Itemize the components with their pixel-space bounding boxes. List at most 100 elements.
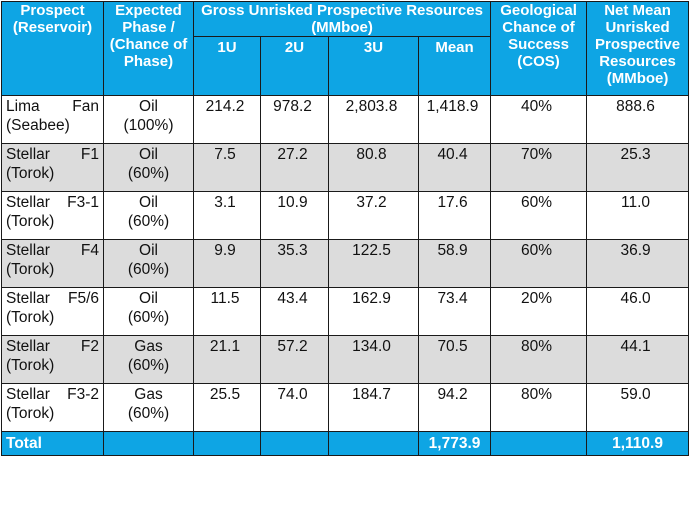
header-row-2: 1U 2U 3U Mean [2, 36, 689, 96]
phase-chance: (60%) [127, 261, 170, 278]
prospect-reservoir: (Torok) [6, 405, 55, 422]
cell-cos: 80% [490, 335, 588, 384]
prospect-reservoir: (Torok) [6, 165, 55, 182]
total-row: Total 1,773.9 1,110.9 [1, 431, 690, 456]
table-row: Stellar F2 (Torok) Gas (60%) 21.1 57.2 134.0 70… [1, 335, 690, 384]
cell-prospect: Stellar F4 (Torok) [1, 239, 104, 288]
cell-net: 25.3 [586, 143, 690, 192]
cell-mean: 70.5 [417, 335, 492, 384]
cell-3u: 122.5 [328, 239, 419, 288]
total-mean: 1,773.9 [417, 431, 492, 456]
header-row-1: Prospect (Reservoir) Expected Phase / (C… [1, 1, 690, 96]
table-row: Stellar F3-1 (Torok) Oil (60%) 3.1 10.9 37.2 17… [1, 191, 690, 240]
phase-type: Oil [139, 242, 158, 259]
cell-cos: 40% [490, 95, 588, 144]
cell-phase: Oil (60%) [103, 239, 194, 288]
cell-mean: 73.4 [417, 287, 492, 336]
cell-1u: 3.1 [193, 191, 261, 240]
phase-chance: (60%) [127, 405, 170, 422]
cell-2u: 43.4 [260, 287, 329, 336]
cell-1u: 11.5 [193, 287, 261, 336]
cell-mean: 58.9 [417, 239, 492, 288]
cell-prospect: Stellar F1 (Torok) [1, 143, 104, 192]
cell-prospect: Stellar F2 (Torok) [1, 335, 104, 384]
phase-chance: (60%) [127, 213, 170, 230]
cell-prospect: Lima Fan (Seabee) [1, 95, 104, 144]
prospective-resources-table: Prospect (Reservoir) Expected Phase / (C… [1, 1, 690, 456]
cell-net: 59.0 [586, 383, 690, 432]
cell-cos: 70% [490, 143, 588, 192]
cell-1u: 21.1 [193, 335, 261, 384]
header-1u: 1U [193, 36, 261, 96]
cell-net: 888.6 [586, 95, 690, 144]
prospect-reservoir: (Torok) [6, 261, 55, 278]
cell-mean: 94.2 [417, 383, 492, 432]
prospect-name: Stellar F2 [6, 338, 99, 355]
total-phase [103, 431, 194, 456]
cell-1u: 25.5 [193, 383, 261, 432]
cell-phase: Oil (100%) [103, 95, 194, 144]
cell-net: 11.0 [586, 191, 690, 240]
header-2u: 2U [260, 36, 329, 96]
prospect-reservoir: (Torok) [6, 213, 55, 230]
cell-cos: 60% [490, 239, 588, 288]
prospect-name: Stellar F5/6 [6, 290, 99, 307]
cell-prospect: Stellar F3-2 (Torok) [1, 383, 104, 432]
prospect-reservoir: (Torok) [6, 357, 55, 374]
phase-type: Oil [139, 194, 158, 211]
cell-3u: 37.2 [328, 191, 419, 240]
cell-mean: 40.4 [417, 143, 492, 192]
cell-1u: 9.9 [193, 239, 261, 288]
cell-phase: Gas (60%) [103, 383, 194, 432]
cell-cos: 60% [490, 191, 588, 240]
prospect-name: Stellar F4 [6, 242, 99, 259]
table-row: Stellar F1 (Torok) Oil (60%) 7.5 27.2 80.8 40.4… [1, 143, 690, 192]
total-2u [260, 431, 329, 456]
cell-mean: 17.6 [417, 191, 492, 240]
total-net: 1,110.9 [586, 431, 690, 456]
table-row: Stellar F3-2 (Torok) Gas (60%) 25.5 74.0 184.7… [1, 383, 690, 432]
prospect-name: Stellar F3-2 [6, 386, 99, 403]
prospect-name: Lima Fan [6, 98, 99, 115]
phase-chance: (60%) [127, 357, 170, 374]
total-cos [490, 431, 588, 456]
prospect-name: Stellar F3-1 [6, 194, 99, 211]
cell-3u: 184.7 [328, 383, 419, 432]
table-row: Stellar F5/6 (Torok) Oil (60%) 11.5 43.4 162.9… [1, 287, 690, 336]
phase-chance: (100%) [123, 117, 174, 134]
cell-phase: Oil (60%) [103, 143, 194, 192]
cell-2u: 35.3 [260, 239, 329, 288]
phase-chance: (60%) [127, 165, 170, 182]
cell-phase: Oil (60%) [103, 287, 194, 336]
prospect-name: Stellar F1 [6, 146, 99, 163]
cell-1u: 7.5 [193, 143, 261, 192]
table-body: Lima Fan (Seabee) Oil (100%) 214.2 978.2 2,803… [1, 95, 690, 456]
cell-3u: 162.9 [328, 287, 419, 336]
cell-cos: 80% [490, 383, 588, 432]
cell-net: 44.1 [586, 335, 690, 384]
header-3u: 3U [328, 36, 419, 96]
total-3u [328, 431, 419, 456]
cell-1u: 214.2 [193, 95, 261, 144]
prospect-reservoir: (Seabee) [6, 117, 70, 134]
prospect-reservoir: (Torok) [6, 309, 55, 326]
phase-type: Gas [134, 386, 163, 403]
header-expected-phase: Expected Phase / (Chance of Phase) [103, 1, 194, 96]
phase-type: Oil [139, 98, 158, 115]
phase-type: Oil [139, 146, 158, 163]
header-net-mean: Net Mean Unrisked Prospective Resources … [586, 1, 690, 96]
cell-prospect: Stellar F5/6 (Torok) [1, 287, 104, 336]
total-1u [193, 431, 261, 456]
cell-net: 46.0 [586, 287, 690, 336]
cell-phase: Gas (60%) [103, 335, 194, 384]
header-prospect: Prospect (Reservoir) [1, 1, 104, 96]
total-label: Total [1, 431, 104, 456]
header-cos: Geological Chance of Success (COS) [490, 1, 588, 96]
cell-2u: 10.9 [260, 191, 329, 240]
table-row: Stellar F4 (Torok) Oil (60%) 9.9 35.3 122.5 58.… [1, 239, 690, 288]
cell-3u: 80.8 [328, 143, 419, 192]
cell-2u: 74.0 [260, 383, 329, 432]
cell-mean: 1,418.9 [417, 95, 492, 144]
header-gross-group: Gross Unrisked Prospective Resources (MM… [192, 1, 492, 37]
cell-2u: 27.2 [260, 143, 329, 192]
